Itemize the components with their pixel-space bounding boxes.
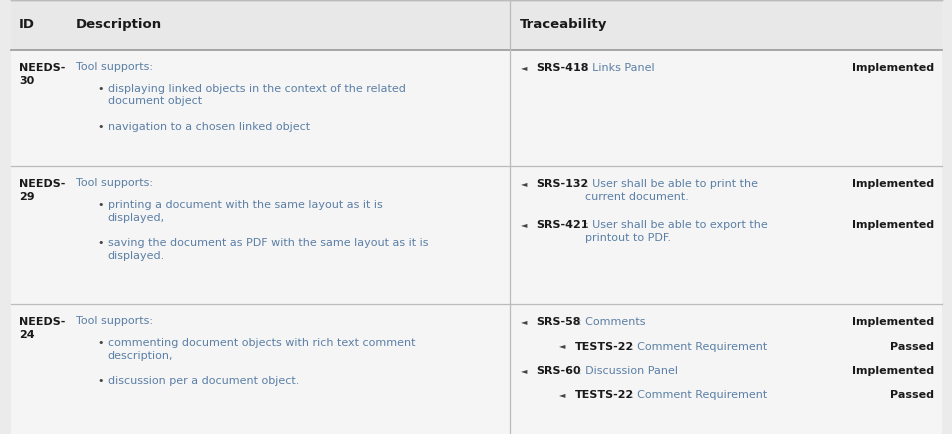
Text: Traceability: Traceability bbox=[519, 19, 606, 31]
Text: •: • bbox=[97, 83, 104, 93]
Bar bbox=[509, 304, 941, 434]
Text: Description: Description bbox=[76, 19, 162, 31]
Text: ◄: ◄ bbox=[521, 220, 527, 229]
Text: NEEDS-
24: NEEDS- 24 bbox=[19, 317, 66, 340]
Text: : Comment Requirement: : Comment Requirement bbox=[629, 390, 766, 400]
Bar bbox=[11, 166, 509, 304]
Bar bbox=[11, 0, 941, 50]
Text: SRS-58: SRS-58 bbox=[536, 317, 581, 327]
Text: •: • bbox=[97, 122, 104, 132]
Text: : User shall be able to export the
printout to PDF.: : User shall be able to export the print… bbox=[584, 220, 766, 243]
Text: Implemented: Implemented bbox=[851, 63, 933, 73]
Text: Passed: Passed bbox=[889, 342, 933, 352]
Text: Implemented: Implemented bbox=[851, 317, 933, 327]
Bar bbox=[11, 50, 509, 166]
Text: •: • bbox=[97, 338, 104, 348]
Text: : Comments: : Comments bbox=[577, 317, 645, 327]
Bar bbox=[11, 304, 509, 434]
Text: Implemented: Implemented bbox=[851, 179, 933, 189]
Text: SRS-418: SRS-418 bbox=[536, 63, 588, 73]
Text: displaying linked objects in the context of the related
document object: displaying linked objects in the context… bbox=[108, 83, 406, 106]
Text: ◄: ◄ bbox=[521, 63, 527, 72]
Text: TESTS-22: TESTS-22 bbox=[574, 342, 633, 352]
Text: SRS-421: SRS-421 bbox=[536, 220, 588, 230]
Bar bbox=[509, 166, 941, 304]
Text: ◄: ◄ bbox=[521, 366, 527, 375]
Text: •: • bbox=[97, 200, 104, 210]
Text: NEEDS-
29: NEEDS- 29 bbox=[19, 179, 66, 202]
Text: navigation to a chosen linked object: navigation to a chosen linked object bbox=[108, 122, 309, 132]
Text: : Comment Requirement: : Comment Requirement bbox=[629, 342, 766, 352]
Text: Tool supports:: Tool supports: bbox=[76, 178, 153, 188]
Text: Implemented: Implemented bbox=[851, 366, 933, 376]
Text: TESTS-22: TESTS-22 bbox=[574, 390, 633, 400]
Text: NEEDS-
30: NEEDS- 30 bbox=[19, 63, 66, 86]
Text: : Discussion Panel: : Discussion Panel bbox=[577, 366, 677, 376]
Text: SRS-60: SRS-60 bbox=[536, 366, 581, 376]
Text: Passed: Passed bbox=[889, 390, 933, 400]
Text: saving the document as PDF with the same layout as it is
displayed.: saving the document as PDF with the same… bbox=[108, 238, 427, 261]
Text: discussion per a document object.: discussion per a document object. bbox=[108, 376, 299, 386]
Text: ◄: ◄ bbox=[521, 179, 527, 188]
Text: •: • bbox=[97, 376, 104, 386]
Text: ◄: ◄ bbox=[559, 390, 565, 399]
Text: : User shall be able to print the
current document.: : User shall be able to print the curren… bbox=[584, 179, 757, 202]
Text: SRS-132: SRS-132 bbox=[536, 179, 588, 189]
Text: Implemented: Implemented bbox=[851, 220, 933, 230]
Text: printing a document with the same layout as it is
displayed,: printing a document with the same layout… bbox=[108, 200, 382, 223]
Bar bbox=[509, 50, 941, 166]
Text: ◄: ◄ bbox=[559, 342, 565, 351]
Text: Tool supports:: Tool supports: bbox=[76, 316, 153, 326]
Text: ◄: ◄ bbox=[521, 317, 527, 326]
Text: : Links Panel: : Links Panel bbox=[584, 63, 653, 73]
Text: commenting document objects with rich text comment
description,: commenting document objects with rich te… bbox=[108, 338, 415, 361]
Text: ID: ID bbox=[19, 19, 35, 31]
Text: •: • bbox=[97, 238, 104, 248]
Text: Tool supports:: Tool supports: bbox=[76, 62, 153, 72]
